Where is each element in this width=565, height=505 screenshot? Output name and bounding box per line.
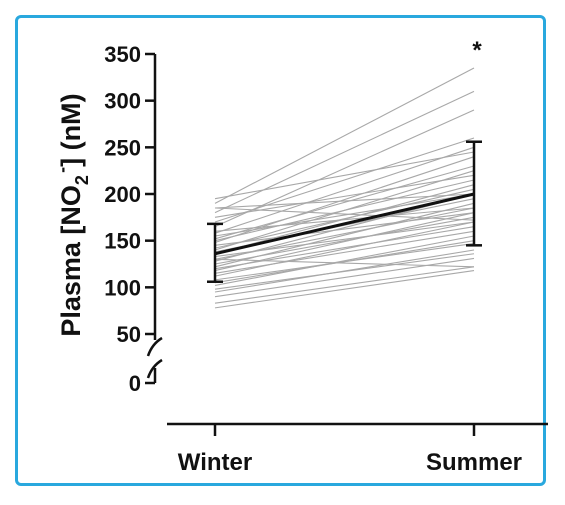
individual-line-25 (214, 193, 475, 237)
figure-frame (15, 15, 546, 486)
y-axis-break-mark-lower (146, 358, 163, 379)
individual-lines (214, 67, 475, 309)
y-axis-label: Plasma [NO2 -] (nM) (52, 93, 92, 336)
individual-line-20 (214, 188, 475, 249)
mean-line (214, 192, 475, 256)
individual-line-27 (214, 207, 475, 232)
y-tick-label-150: 150 (104, 229, 141, 254)
individual-line-29 (214, 137, 475, 223)
y-tick-label-200: 200 (104, 182, 141, 207)
individual-line-2 (214, 257, 475, 298)
individual-line-24 (214, 165, 475, 240)
individual-line-28 (214, 109, 475, 228)
significance-marker: * (472, 37, 482, 64)
individual-line-35 (214, 207, 475, 221)
individual-line-5 (214, 235, 475, 287)
individual-line-22 (214, 156, 475, 244)
individual-line-23 (214, 179, 475, 242)
y-tick-label-250: 250 (104, 135, 141, 160)
individual-line-16 (214, 221, 475, 258)
axes (146, 54, 548, 436)
y-tick-label-0: 0 (129, 371, 141, 396)
y-tick-label-300: 300 (104, 89, 141, 114)
individual-line-8 (214, 221, 475, 277)
category-label-summer: Summer (426, 449, 522, 476)
individual-line-7 (214, 242, 475, 281)
individual-line-13 (214, 216, 475, 265)
individual-line-33 (214, 67, 475, 204)
individual-line-26 (214, 146, 475, 234)
mean-layer (207, 140, 482, 283)
y-tick-label-50: 50 (117, 322, 141, 347)
individual-line-0 (214, 266, 475, 304)
individual-line-11 (214, 226, 475, 270)
individual-line-32 (214, 193, 475, 209)
y-axis-break-mark-upper (146, 336, 163, 357)
individual-line-1 (214, 269, 475, 309)
individual-line-4 (214, 253, 475, 290)
y-ticks: 350 300 250 200 150 100 50 0 (104, 42, 155, 396)
individual-line-31 (214, 90, 475, 214)
individual-line-36 (214, 258, 475, 268)
y-tick-label-100: 100 (104, 275, 141, 300)
individual-line-34 (214, 151, 475, 200)
individual-line-9 (214, 230, 475, 274)
category-label-winter: Winter (178, 449, 252, 476)
y-tick-label-350: 350 (104, 42, 141, 67)
